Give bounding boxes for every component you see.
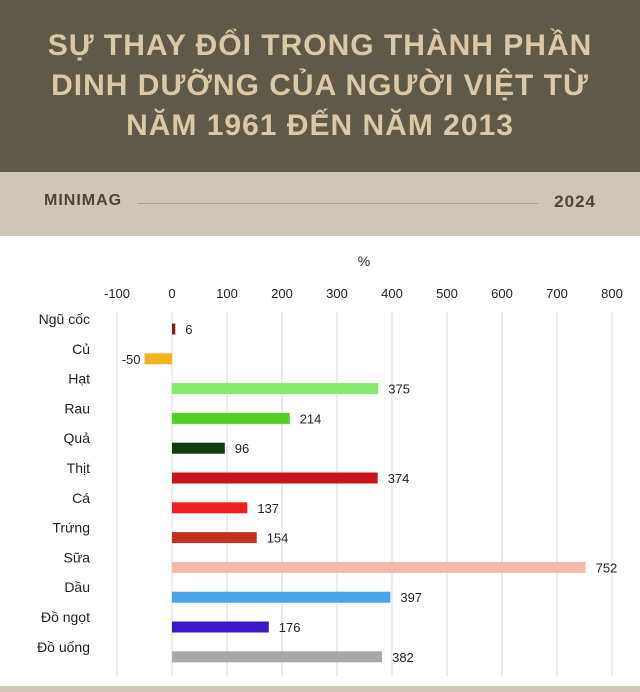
data-label: 96 [235,441,249,456]
category-label: Cá [72,490,90,506]
sub-bar: MINIMAG 2024 [0,172,640,236]
x-tick-label: 300 [326,286,348,301]
bar [172,621,269,633]
bar [172,412,290,424]
x-tick-label: 200 [271,286,293,301]
bar [172,472,378,484]
data-label: 382 [392,650,414,665]
bar [172,561,586,573]
category-label: Ngũ cốc [39,311,90,327]
data-label: 154 [267,531,289,546]
category-label: Củ [72,341,90,357]
x-tick-label: -100 [104,286,130,301]
bar-chart: % -100 0 100 200 300 400 500 600 700 800 Ngũ cốc 6 Củ… [37,253,623,676]
data-label: 6 [185,322,192,337]
x-tick-label: 400 [381,286,403,301]
category-label: Quả [64,430,91,446]
bar [172,591,391,603]
x-tick-label: 600 [491,286,513,301]
data-label: 375 [388,382,410,397]
bar [172,651,383,663]
category-label: Đồ ngọt [41,609,90,625]
category-label: Rau [64,400,90,416]
data-label: 374 [388,471,410,486]
data-label: 137 [257,501,279,516]
bar [172,442,225,454]
data-label: 214 [300,411,322,426]
category-label: Hạt [68,371,90,387]
x-tick-label: 100 [216,286,238,301]
footer-strip [0,686,640,692]
data-label: 397 [400,590,422,605]
bar [144,353,172,365]
category-label: Trứng [52,520,90,536]
axis-unit-label: % [358,253,370,269]
divider-line [138,203,538,204]
data-label: 752 [596,560,618,575]
data-label: 176 [279,620,301,635]
bar [172,383,379,395]
page-title: SỰ THAY ĐỔI TRONG THÀNH PHẦN DINH DƯỠNG … [47,29,593,142]
category-label: Sữa [64,549,91,565]
bar [172,502,248,514]
category-label: Thịt [67,460,90,476]
category-label: Đồ uống [37,639,90,655]
year-label: 2024 [554,192,596,211]
x-tick-label: 0 [168,286,175,301]
bar [172,323,176,335]
header-banner: SỰ THAY ĐỔI TRONG THÀNH PHẦN DINH DƯỠNG … [0,0,640,172]
x-tick-label: 700 [546,286,568,301]
category-label: Dầu [64,579,90,595]
x-tick-label: 800 [601,286,623,301]
chart-area: % -100 0 100 200 300 400 500 600 700 800 Ngũ cốc 6 Củ… [0,236,640,686]
brand-label: MINIMAG [44,192,123,209]
data-label: -50 [122,352,141,367]
x-tick-label: 500 [436,286,458,301]
bar [172,532,257,544]
